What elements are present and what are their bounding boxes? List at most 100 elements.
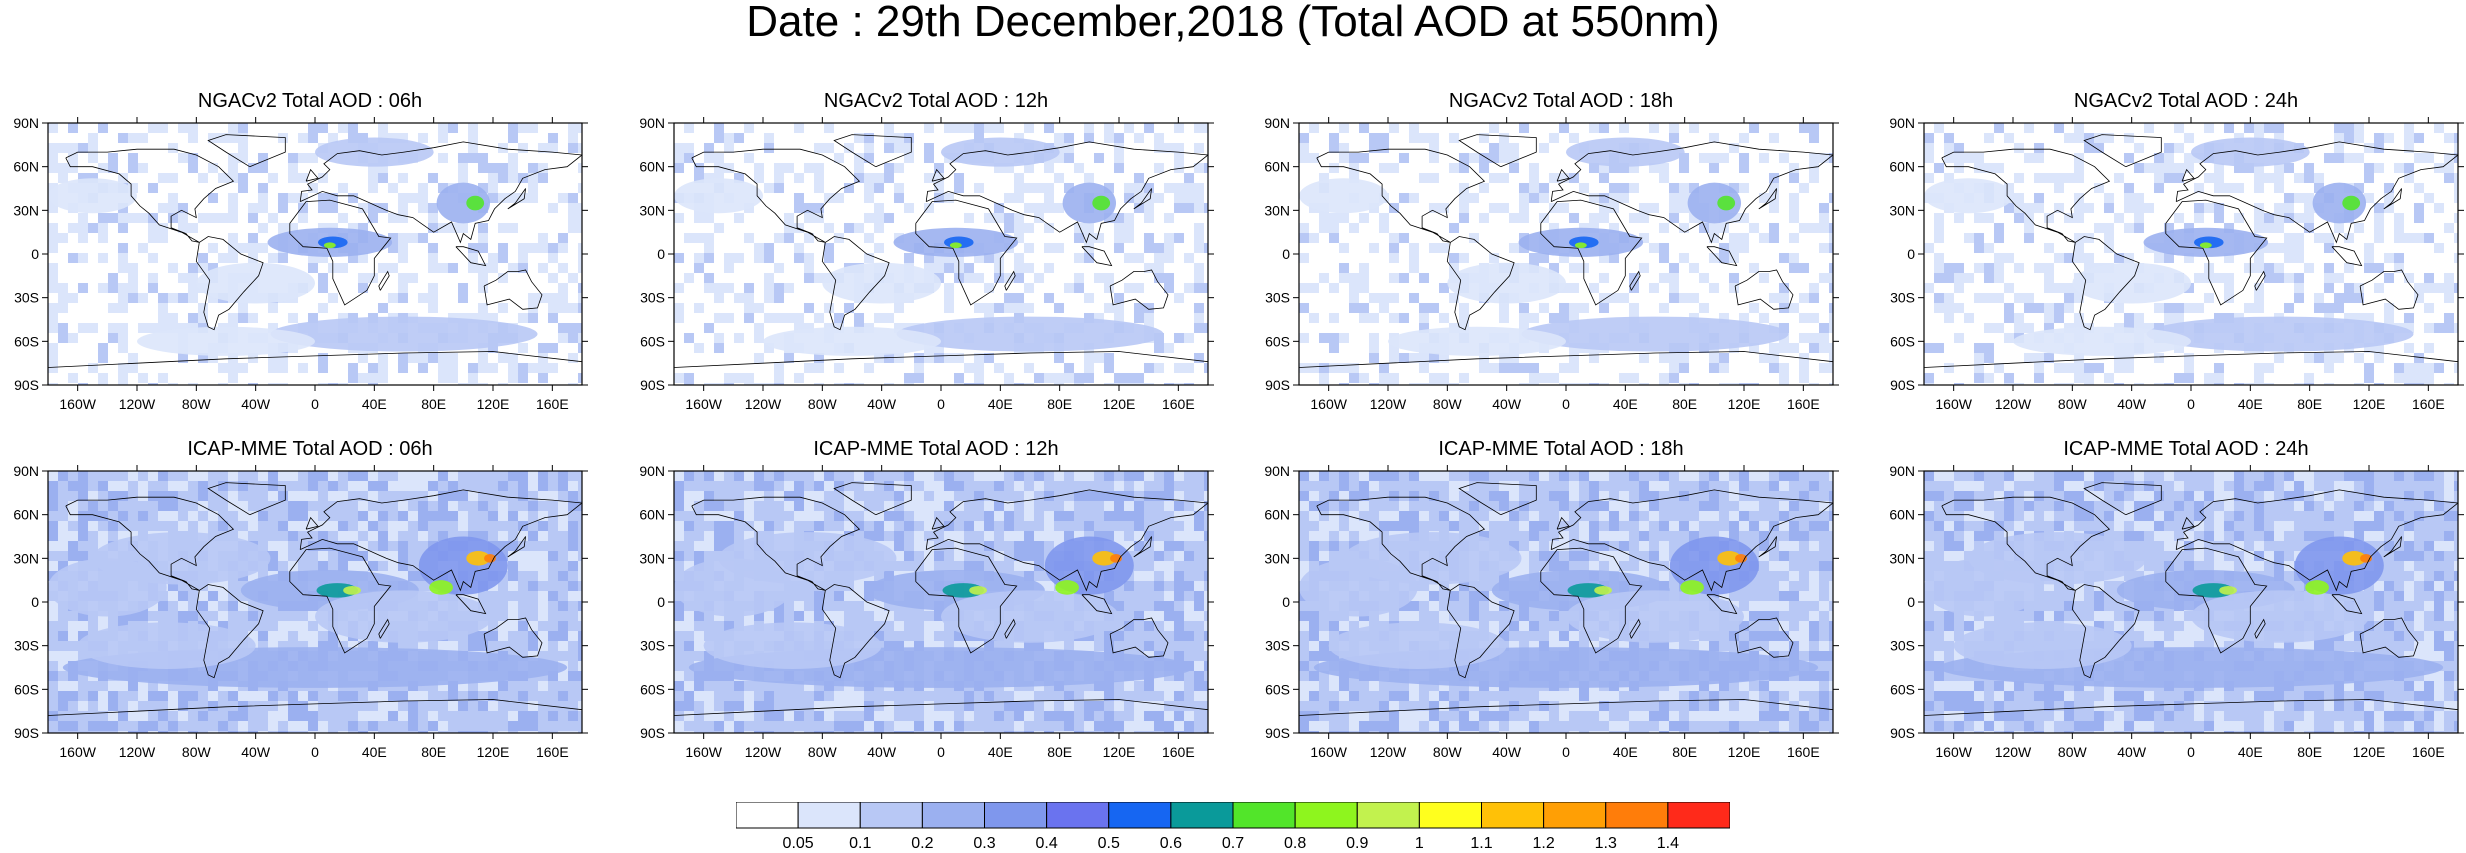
aod-cell — [1599, 491, 1609, 501]
aod-cell — [478, 233, 488, 243]
aod-cell — [874, 173, 884, 183]
aod-cell — [468, 313, 478, 323]
aod-cell — [1084, 491, 1094, 501]
aod-cell — [378, 641, 388, 651]
aod-cell — [78, 471, 88, 481]
aod-cell — [2054, 383, 2064, 385]
aod-cell — [308, 471, 318, 481]
aod-cell — [1389, 511, 1399, 521]
aod-cell — [1184, 551, 1194, 561]
aod-cell — [864, 601, 874, 611]
aod-hotspot — [270, 316, 538, 352]
aod-cell — [1669, 691, 1679, 701]
aod-cell — [1769, 293, 1779, 303]
aod-cell — [308, 511, 318, 521]
aod-cell — [1359, 501, 1369, 511]
aod-cell — [468, 731, 478, 733]
aod-cell — [578, 601, 582, 611]
aod-cell — [1419, 511, 1429, 521]
aod-cell — [1114, 491, 1124, 501]
aod-cell — [78, 511, 88, 521]
aod-cell — [2344, 233, 2354, 243]
aod-cell — [1044, 293, 1054, 303]
lon-tick-label: 80E — [1672, 396, 1697, 412]
aod-cell — [438, 363, 448, 373]
aod-cell — [2214, 163, 2224, 173]
aod-cell — [108, 691, 118, 701]
aod-cell — [2014, 143, 2024, 153]
aod-cell — [864, 183, 874, 193]
aod-cell — [1309, 611, 1319, 621]
aod-cell — [1479, 521, 1489, 531]
lat-tick-label: 0 — [657, 594, 665, 610]
aod-cell — [1339, 471, 1349, 481]
aod-cell — [448, 481, 458, 491]
aod-cell — [1659, 701, 1669, 711]
aod-hotspot — [315, 590, 493, 643]
aod-cell — [448, 263, 458, 273]
aod-cell — [764, 343, 774, 353]
aod-cell — [1084, 313, 1094, 323]
aod-cell — [1184, 193, 1194, 203]
aod-cell — [378, 531, 388, 541]
aod-cell — [924, 521, 934, 531]
aod-cell — [58, 701, 68, 711]
aod-cell — [198, 491, 208, 501]
aod-cell — [1819, 601, 1829, 611]
aod-cell — [764, 253, 774, 263]
aod-cell — [518, 621, 528, 631]
aod-cell — [228, 471, 238, 481]
aod-cell — [1709, 153, 1719, 163]
aod-cell — [2104, 233, 2114, 243]
aod-cell — [558, 731, 568, 733]
aod-cell — [1369, 333, 1379, 343]
aod-cell — [1479, 531, 1489, 541]
aod-cell — [1729, 273, 1739, 283]
aod-cell — [2004, 491, 2014, 501]
aod-cell — [158, 711, 168, 721]
aod-cell — [1769, 611, 1779, 621]
aod-cell — [2374, 213, 2384, 223]
aod-cell — [1679, 193, 1689, 203]
aod-cell — [954, 641, 964, 651]
aod-cell — [824, 681, 834, 691]
aod-cell — [1974, 501, 1984, 511]
aod-cell — [228, 173, 238, 183]
aod-cell — [2404, 343, 2414, 353]
aod-cell — [754, 163, 764, 173]
aod-cell — [1924, 501, 1934, 511]
aod-cell — [1064, 691, 1074, 701]
aod-cell — [158, 233, 168, 243]
aod-cell — [128, 531, 138, 541]
aod-cell — [1719, 353, 1729, 363]
aod-cell — [178, 481, 188, 491]
aod-cell — [934, 501, 944, 511]
aod-cell — [1419, 273, 1429, 283]
aod-cell — [538, 641, 548, 651]
aod-cell — [478, 153, 488, 163]
aod-cell — [1489, 491, 1499, 501]
aod-cell — [1144, 183, 1154, 193]
aod-cell — [894, 183, 904, 193]
aod-cell — [318, 731, 328, 733]
aod-hotspot — [941, 590, 1119, 643]
aod-cell — [128, 273, 138, 283]
aod-cell — [1329, 671, 1339, 681]
aod-cell — [158, 173, 168, 183]
aod-cell — [924, 481, 934, 491]
aod-cell — [1529, 521, 1539, 531]
aod-cell — [1679, 721, 1689, 731]
aod-cell — [1144, 621, 1154, 631]
aod-cell — [2124, 183, 2134, 193]
aod-cell — [834, 691, 844, 701]
aod-cell — [1729, 243, 1739, 253]
aod-cell — [1104, 133, 1114, 143]
aod-cell — [1679, 363, 1689, 373]
aod-cell — [2024, 471, 2034, 481]
aod-cell — [438, 153, 448, 163]
aod-cell — [558, 193, 568, 203]
aod-cell — [2334, 133, 2344, 143]
aod-cell — [2074, 243, 2084, 253]
aod-cell — [1679, 383, 1689, 385]
aod-hotspot — [1574, 242, 1587, 249]
